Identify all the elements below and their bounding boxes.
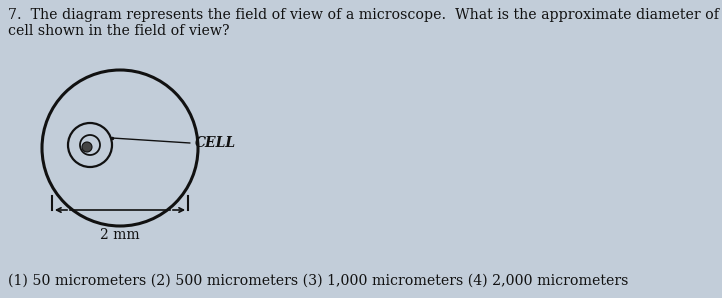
Text: 2 mm: 2 mm: [100, 228, 140, 242]
Text: (1) 50 micrometers (2) 500 micrometers (3) 1,000 micrometers (4) 2,000 micromete: (1) 50 micrometers (2) 500 micrometers (…: [8, 274, 628, 288]
Text: CELL: CELL: [195, 136, 236, 150]
Circle shape: [82, 142, 92, 152]
Text: 7.  The diagram represents the field of view of a microscope.  What is the appro: 7. The diagram represents the field of v…: [8, 8, 722, 38]
